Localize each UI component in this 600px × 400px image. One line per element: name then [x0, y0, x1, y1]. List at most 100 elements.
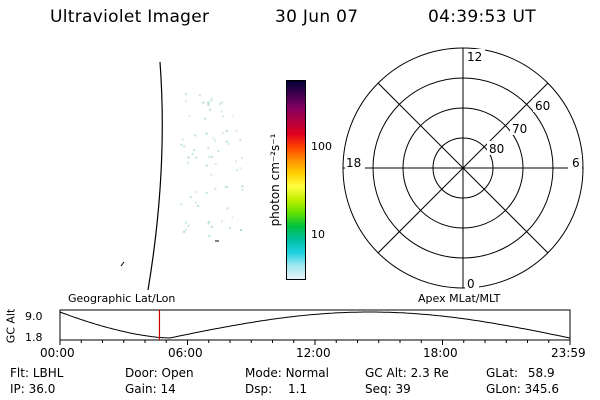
polar-diagonal-2	[377, 82, 549, 254]
info-dsp-label: Dsp:	[245, 382, 273, 396]
colorbar-tick-10: 10	[311, 228, 325, 241]
speckle	[226, 186, 229, 188]
info-dsp-value: 1.1	[287, 382, 308, 396]
speckle	[214, 163, 217, 166]
speckle	[207, 146, 210, 149]
speckle	[213, 139, 216, 142]
speckle	[193, 149, 196, 151]
speckle	[180, 203, 183, 206]
speckle	[180, 144, 183, 146]
speckle	[205, 164, 208, 167]
speckle	[205, 192, 208, 195]
earth-limb	[147, 61, 163, 291]
speckle	[189, 196, 192, 199]
speckle	[185, 100, 188, 103]
info-ip: IP: 36.0	[10, 382, 55, 396]
info-flt-value: LBHL	[32, 366, 64, 380]
mlt-label-0: 0	[467, 277, 475, 291]
speckle	[210, 97, 213, 100]
info-glon: GLon: 345.6	[486, 382, 559, 396]
speckle	[207, 155, 210, 158]
info-glon-label: GLon:	[486, 382, 521, 396]
info-dsp: Dsp: 1.1	[245, 382, 307, 396]
info-gcalt-label: GC Alt:	[365, 366, 407, 380]
info-seq-label: Seq:	[365, 382, 392, 396]
speckle	[208, 235, 211, 238]
info-mode-value: Normal	[285, 366, 329, 380]
speckle	[234, 160, 237, 163]
speckle	[241, 188, 244, 191]
timeline-right-title: Apex MLat/MLT	[418, 292, 501, 305]
speckle	[210, 174, 213, 177]
info-glat: GLat: 58.9	[486, 366, 555, 380]
speckle	[196, 205, 199, 207]
info-gain: Gain: 14	[125, 382, 176, 396]
info-door: Door: Open	[125, 366, 194, 380]
color-bar	[286, 80, 306, 280]
speckle	[225, 140, 228, 143]
speckle	[194, 201, 197, 204]
info-ip-label: IP:	[10, 382, 25, 396]
info-glat-label: GLat:	[486, 366, 519, 380]
info-mode: Mode: Normal	[245, 366, 329, 380]
xtick-label-1200: 12:00	[296, 346, 331, 360]
info-mode-label: Mode:	[245, 366, 282, 380]
speckle	[221, 132, 224, 135]
speckle	[220, 220, 223, 223]
speckle	[187, 156, 190, 159]
info-glat-value: 58.9	[527, 366, 555, 380]
speckle	[187, 224, 190, 227]
xtick-label-0000: 00:00	[40, 346, 75, 360]
observation-time: 04:39:53 UT	[428, 7, 536, 27]
colorbar-tick-100: 100	[311, 140, 332, 153]
speckle	[240, 229, 242, 231]
speckle	[202, 101, 205, 104]
speckle	[241, 156, 244, 159]
speckle	[186, 161, 189, 164]
speckle	[207, 101, 210, 104]
mlt-label-12: 12	[467, 50, 482, 64]
speckle	[191, 152, 194, 155]
speckle	[220, 110, 223, 113]
speckle	[183, 230, 186, 233]
info-seq: Seq: 39	[365, 382, 411, 396]
speckle	[210, 226, 213, 228]
speckle	[235, 129, 238, 132]
polar-plot: 12 6 0 18 60 70 80	[342, 47, 584, 291]
speckle	[181, 138, 184, 141]
instrument-title: Ultraviolet Imager	[50, 7, 210, 27]
xtick-label-1800: 18:00	[423, 346, 458, 360]
speckle	[210, 155, 213, 158]
info-door-label: Door:	[125, 366, 158, 380]
speckle	[210, 99, 213, 102]
info-flt-label: Flt:	[10, 366, 29, 380]
limb-tick	[120, 261, 125, 267]
info-flt: Flt: LBHL	[10, 366, 63, 380]
speckle	[239, 138, 242, 141]
speckle	[198, 94, 201, 97]
speckle	[214, 187, 217, 190]
speckle	[184, 228, 187, 231]
info-gain-label: Gain:	[125, 382, 157, 396]
speckle	[226, 207, 229, 210]
speckle	[207, 103, 210, 106]
speckle	[220, 101, 223, 104]
speckle	[183, 145, 186, 148]
speckle	[225, 130, 228, 132]
info-gcalt: GC Alt: 2.3 Re	[365, 366, 449, 380]
speckle	[209, 108, 212, 111]
speckle	[205, 132, 208, 135]
info-gcalt-value: 2.3 Re	[410, 366, 449, 380]
speckle	[236, 169, 239, 172]
speckle	[207, 222, 210, 225]
speckle	[208, 220, 211, 223]
speckle	[228, 227, 231, 230]
info-seq-value: 39	[395, 382, 411, 396]
speckle	[239, 167, 242, 170]
speckle	[195, 156, 198, 159]
speckle	[194, 134, 197, 137]
speckle	[184, 221, 187, 224]
